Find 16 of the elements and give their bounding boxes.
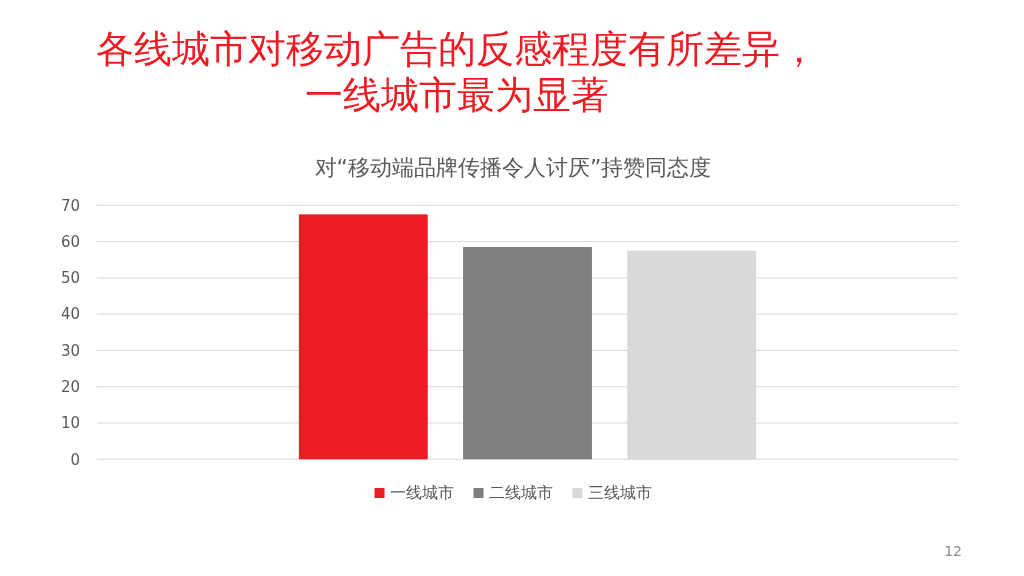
chart-subtitle: 对“移动端品牌传播令人讨厌”持赞同态度 — [314, 155, 712, 180]
y-tick-label: 30 — [60, 341, 80, 360]
legend-label: 三线城市 — [587, 483, 652, 502]
chart-title: 各线城市对移动广告的反感程度有所差异，一线城市最为显著 — [96, 27, 818, 117]
legend-label: 一线城市 — [389, 483, 454, 502]
bar — [298, 214, 428, 460]
text: 12 — [944, 543, 962, 559]
y-tick-label: 10 — [60, 414, 80, 433]
bar — [463, 247, 592, 460]
y-tick-label: 50 — [60, 269, 80, 288]
y-tick-label: 60 — [60, 232, 80, 251]
y-tick-label: 70 — [60, 196, 80, 215]
y-tick-label: 0 — [70, 450, 80, 469]
y-tick-label: 40 — [60, 305, 80, 324]
legend-label: 二线城市 — [488, 483, 553, 502]
y-tick-label: 20 — [60, 378, 80, 397]
